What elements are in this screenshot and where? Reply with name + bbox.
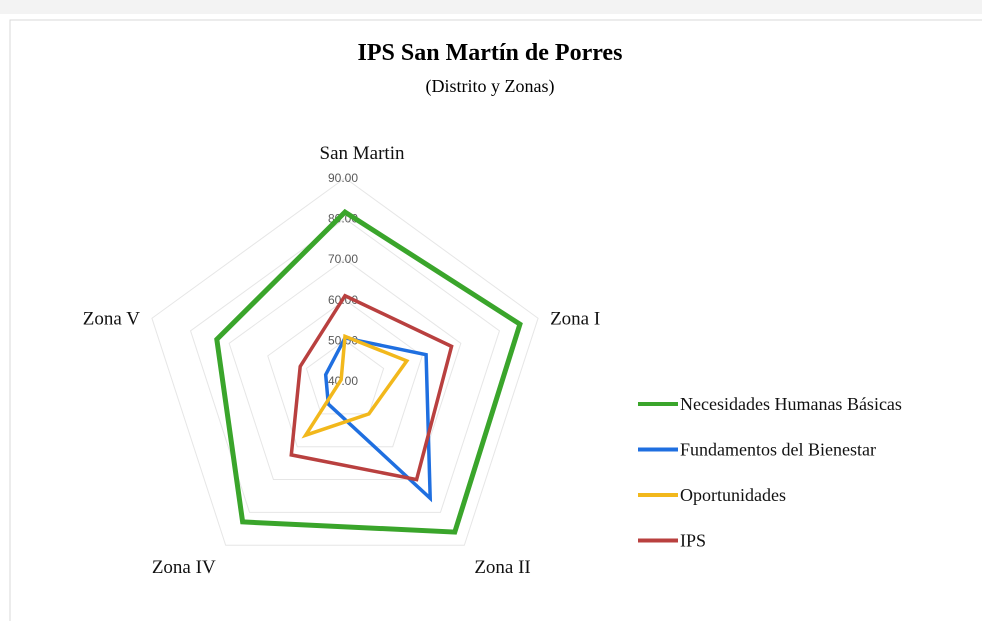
frame	[9, 19, 982, 621]
top-band	[0, 0, 982, 14]
grid-line	[267, 299, 423, 448]
chart-subtitle: (Distrito y Zonas)	[426, 76, 555, 97]
grid-line	[228, 258, 462, 481]
series-line	[289, 293, 454, 482]
series-line	[301, 333, 410, 439]
category-label: Zona II	[474, 557, 530, 578]
grid-line	[151, 177, 539, 546]
grid-line	[305, 339, 385, 415]
legend-label: Fundamentos del Bienestar	[680, 440, 876, 460]
legend-label: Necesidades Humanas Básicas	[680, 394, 902, 414]
series-line	[214, 208, 523, 535]
y-tick-label: 70.00	[328, 252, 358, 266]
grid-line	[189, 217, 501, 513]
series-line	[323, 335, 433, 503]
category-label: Zona I	[550, 308, 600, 329]
y-tick-label: 40.00	[328, 374, 358, 388]
category-label: Zona IV	[152, 557, 216, 578]
legend-label: IPS	[680, 531, 706, 551]
y-tick-label: 90.00	[328, 171, 358, 185]
category-label: San Martin	[320, 143, 405, 164]
category-label: Zona V	[83, 308, 140, 329]
legend-label: Oportunidades	[680, 485, 786, 505]
chart-title: IPS San Martín de Porres	[358, 40, 623, 66]
